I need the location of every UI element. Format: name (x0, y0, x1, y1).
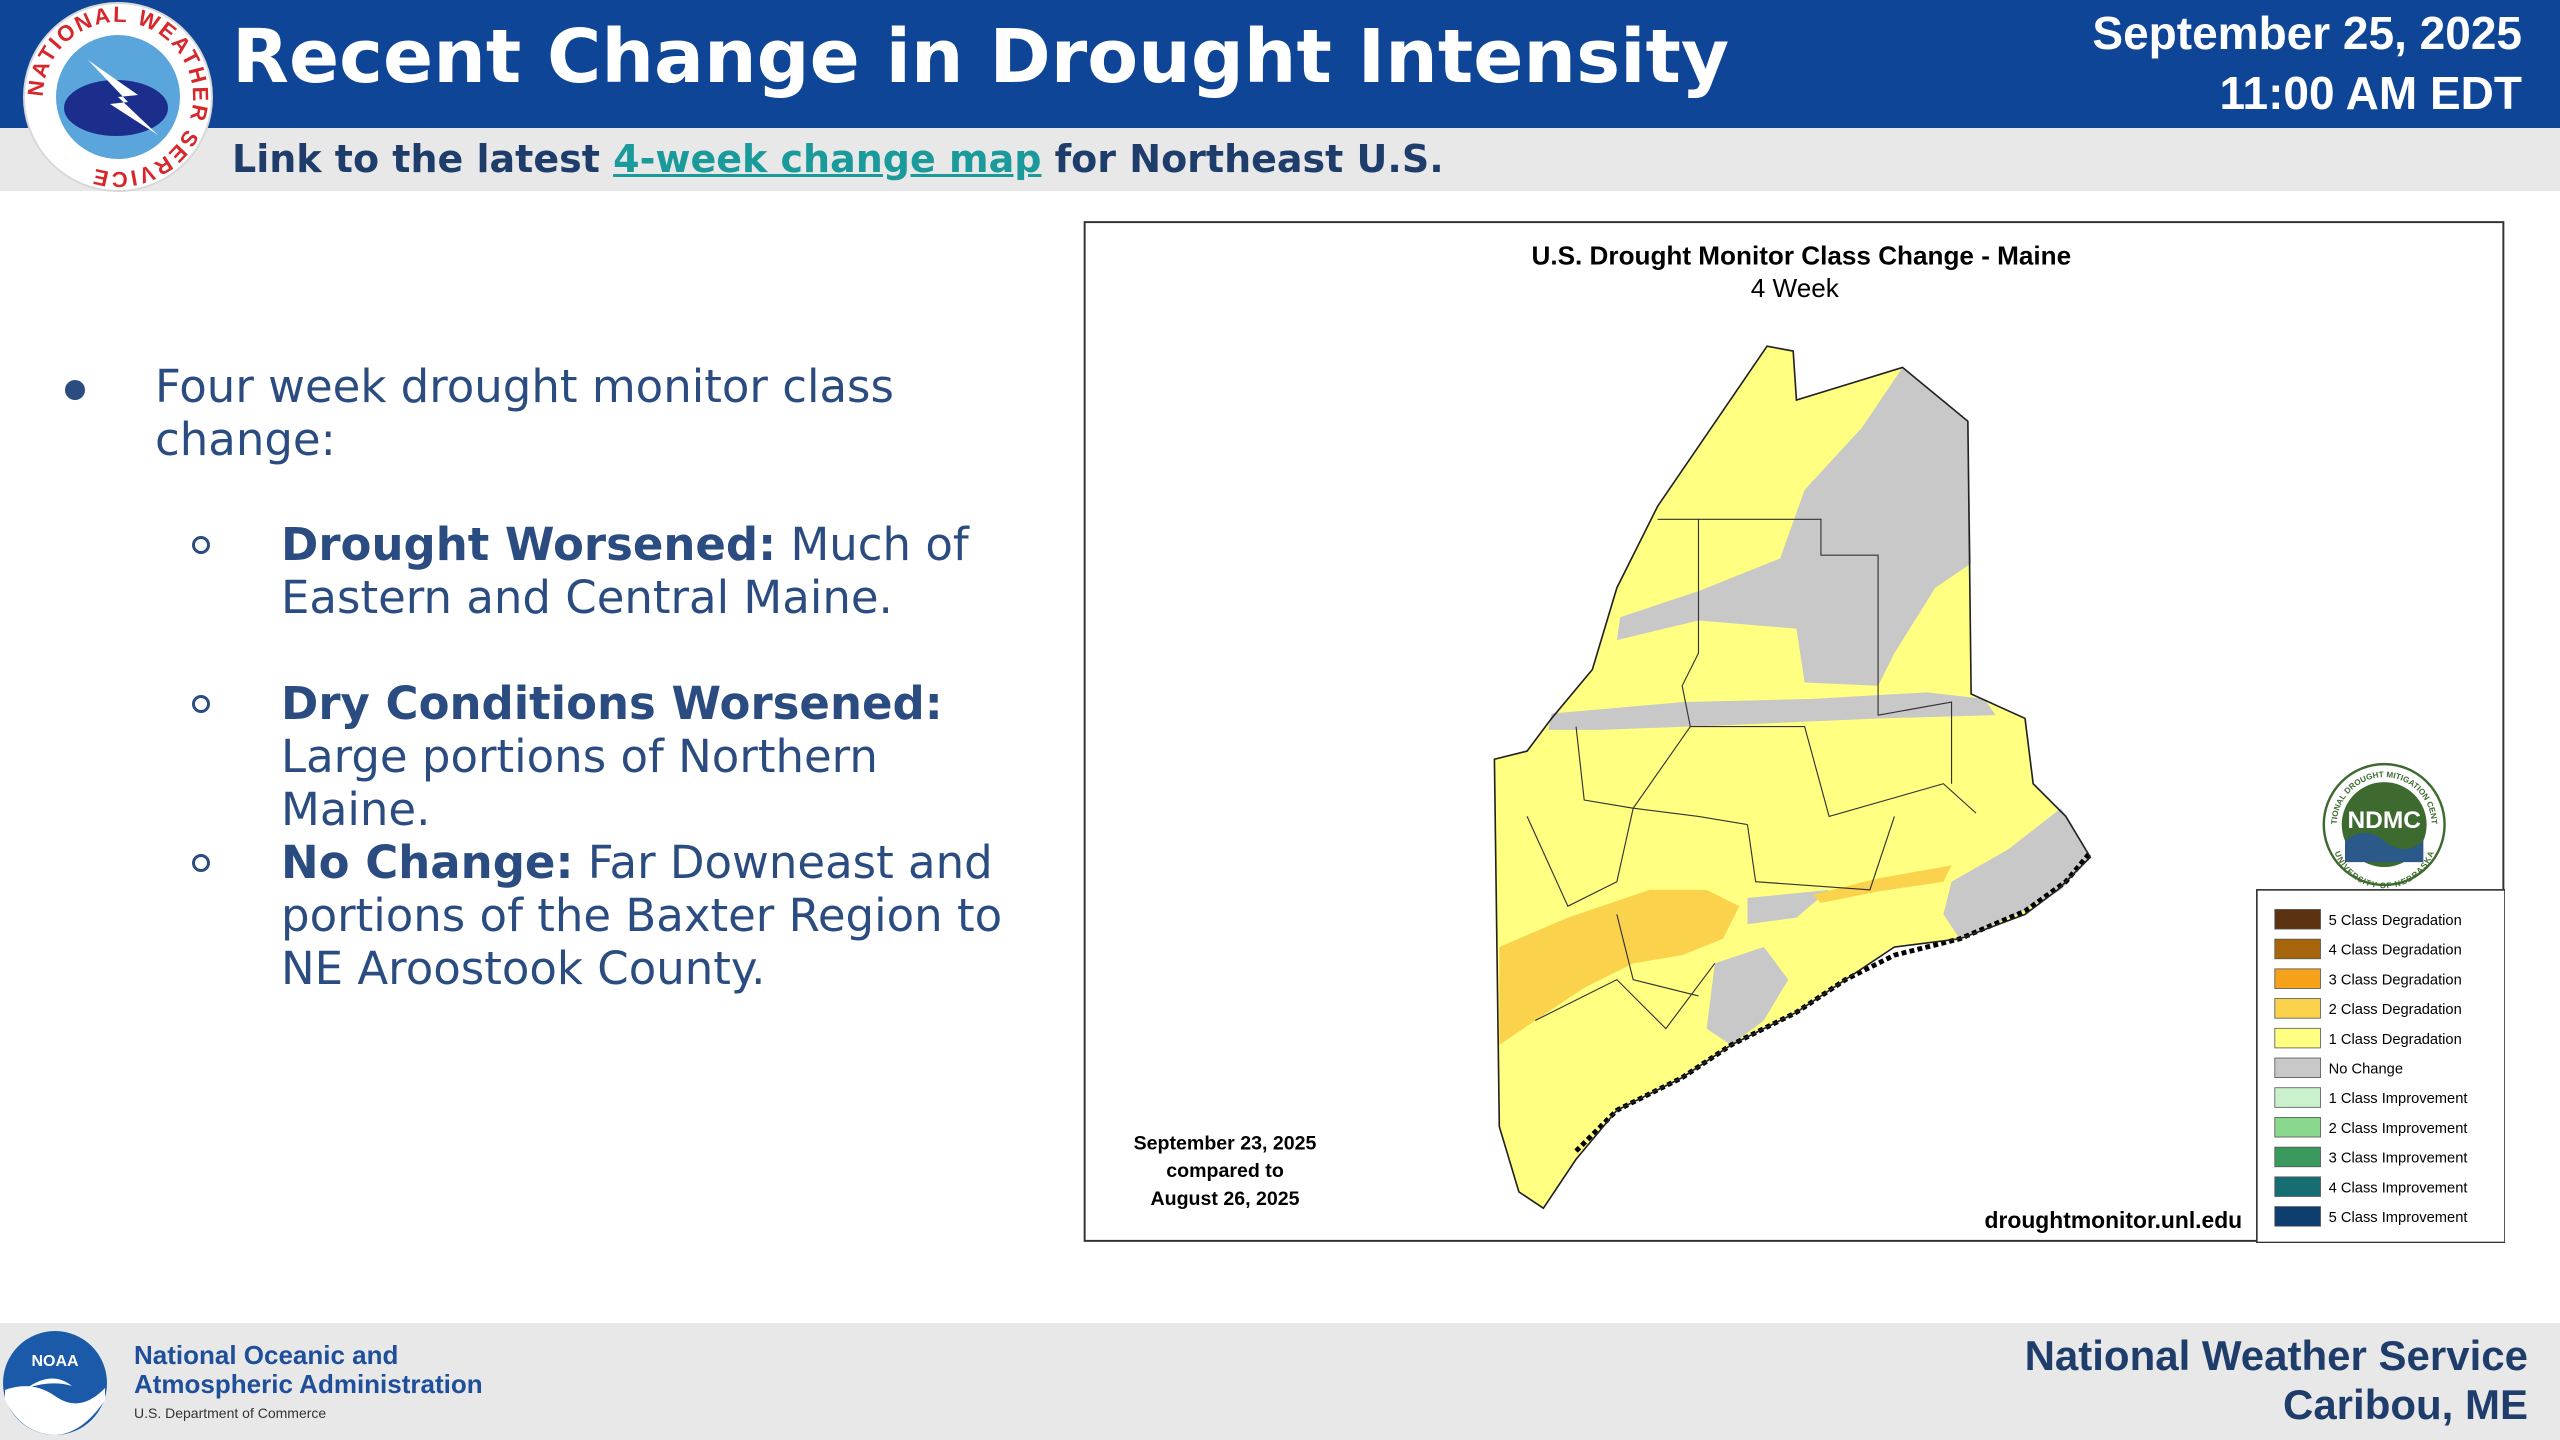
region-no-change (1706, 947, 1789, 1045)
office-location: Caribou, ME (2282, 1381, 2528, 1428)
sub-bullet-marker (192, 695, 210, 713)
bullet-label: Dry Conditions Worsened: (281, 677, 943, 730)
comparison-date: September 23, 2025 (1134, 1132, 1317, 1154)
sub-bullet-marker (192, 536, 210, 554)
legend-label: 4 Class Degradation (2329, 943, 2462, 959)
slide-title: Recent Change in Drought Intensity (232, 14, 1730, 100)
legend-swatch (2274, 938, 2321, 960)
department: U.S. Department of Commerce (134, 1405, 327, 1421)
nws-logo: NATIONAL WEATHER SERVICE (23, 2, 213, 192)
main-bullet: Four week drought monitor class change: (155, 360, 894, 466)
sub-bullet-marker (192, 854, 210, 872)
region-no-change (1747, 889, 1830, 925)
state-outline (1493, 345, 2092, 1210)
source-url: droughtmonitor.unl.edu (1985, 1207, 2243, 1233)
bullet-marker (65, 380, 85, 400)
ndmc-text: NDMC (2347, 807, 2420, 834)
org-name: National Oceanic and (134, 1340, 399, 1370)
bullet-text: Large portions of Northern Maine. (281, 730, 878, 836)
org-name: Atmospheric Administration (134, 1369, 483, 1399)
legend-swatch (2274, 1206, 2321, 1227)
link-prefix: Link to the latest (232, 137, 614, 181)
change-map-link[interactable]: 4-week change map (613, 137, 1042, 181)
legend-swatch (2274, 968, 2321, 989)
legend-label: 2 Class Improvement (2329, 1121, 2468, 1137)
bullet-label: Drought Worsened: (281, 518, 777, 571)
legend-swatch (2274, 998, 2321, 1019)
legend-swatch (2274, 1176, 2321, 1197)
legend-swatch (2274, 1027, 2321, 1049)
noaa-logo: NOAA (3, 1331, 107, 1435)
noaa-logo-text: NOAA (31, 1353, 79, 1370)
bullet-text: Much of Eastern and Central Maine. (281, 518, 969, 624)
link-bar (0, 128, 2560, 191)
comparison-text: compared to (1166, 1160, 1284, 1182)
legend-swatch (2274, 1057, 2321, 1079)
footer-bar (0, 1323, 2560, 1440)
bullet-label: No Change: (281, 836, 574, 889)
region-2-class (1499, 889, 1740, 1045)
legend-label: 1 Class Improvement (2329, 1091, 2468, 1107)
legend-swatch (2274, 1146, 2321, 1168)
legend-label: 1 Class Degradation (2329, 1032, 2462, 1048)
map-subtitle: 4 Week (1751, 273, 1840, 303)
legend-swatch (2274, 1087, 2321, 1108)
legend-label: 4 Class Improvement (2329, 1180, 2468, 1196)
legend-label: No Change (2329, 1062, 2403, 1078)
legend-label: 5 Class Improvement (2329, 1210, 2468, 1226)
map-title: U.S. Drought Monitor Class Change - Main… (1532, 241, 2072, 271)
header-bar (0, 0, 2560, 128)
region-no-change (1943, 808, 2091, 939)
region-2-class (1812, 865, 1952, 903)
region-no-change (1616, 367, 1972, 686)
sub-bullet: Drought Worsened: Much of Eastern and Ce… (281, 518, 1041, 624)
sub-bullet: No Change: Far Downeast and portions of … (281, 836, 1041, 995)
county-lines (1526, 518, 1977, 1030)
link-suffix: for Northeast U.S. (1041, 137, 1444, 181)
issue-date: September 25, 2025 (2092, 7, 2522, 59)
legend-swatch (2274, 1117, 2321, 1138)
region-no-change (1548, 692, 1996, 730)
issue-time: 11:00 AM EDT (2219, 67, 2522, 119)
sub-bullet: Dry Conditions Worsened: Large portions … (281, 677, 1041, 836)
legend-label: 2 Class Degradation (2329, 1002, 2462, 1018)
link-line: Link to the latest 4-week change map for… (232, 137, 1444, 181)
legend-label: 3 Class Degradation (2329, 972, 2462, 988)
drought-map: U.S. Drought Monitor Class Change - Main… (1083, 220, 2505, 1243)
comparison-date: August 26, 2025 (1150, 1188, 1299, 1210)
bullet-text: Far Downeast and portions of the Baxter … (281, 836, 1003, 995)
legend: 5 Class Degradation 4 Class Degradation 3 … (2274, 909, 2468, 1227)
office-name: National Weather Service (2024, 1332, 2528, 1379)
legend-swatch (2274, 909, 2321, 930)
legend-label: 5 Class Degradation (2329, 913, 2462, 929)
legend-label: 3 Class Improvement (2329, 1151, 2468, 1167)
